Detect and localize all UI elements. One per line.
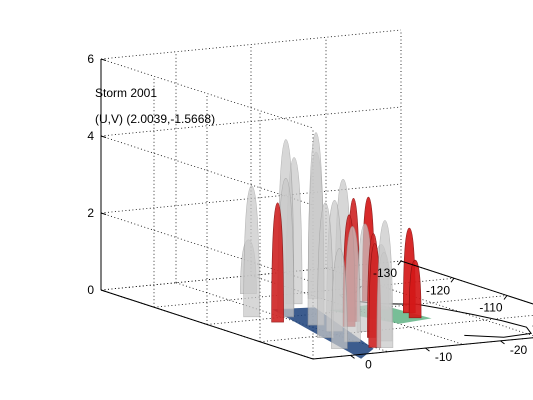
- z-tick-label: 4: [87, 129, 94, 143]
- gridline-floor-x: [153, 277, 455, 308]
- x-axis-baseline: [100, 289, 314, 360]
- y-tick-label: -10: [435, 350, 453, 364]
- gray-surface: [331, 248, 348, 349]
- gridline-floor-x: [259, 314, 533, 343]
- y-tick: [350, 354, 355, 359]
- z-tick: [100, 135, 107, 138]
- x-tick: [503, 295, 508, 300]
- red-surface: [408, 259, 422, 319]
- y-tick: [500, 340, 505, 345]
- gray-surface: [243, 185, 260, 318]
- x-tick-label: -100: [532, 318, 533, 332]
- gridline-back-z: [100, 135, 314, 206]
- x-tick-label: -110: [479, 301, 502, 315]
- gridline-back-z: [100, 58, 314, 129]
- chart-subtitle: (U,V) (2.0039,-1.5668): [95, 112, 216, 126]
- z-tick: [100, 289, 107, 292]
- gridline-left-z: [100, 106, 402, 137]
- gridline-floor-y: [325, 267, 533, 337]
- gray-surface: [376, 220, 394, 348]
- y-tick-label: -20: [510, 343, 528, 357]
- x-tick: [397, 260, 402, 266]
- y-axis-line: [312, 337, 533, 360]
- x-tick: [450, 277, 455, 283]
- z-tick: [100, 212, 107, 215]
- z-tick: [100, 58, 107, 61]
- gridline-floor-y: [250, 275, 464, 345]
- x-tick-label: -120: [426, 283, 450, 297]
- chart-title: Storm 2001: [95, 86, 158, 100]
- surface-layer: [240, 132, 422, 349]
- y-tick: [425, 347, 430, 352]
- red-surface: [271, 202, 284, 323]
- x-tick-label: -130: [373, 266, 397, 280]
- y-tick-label: 0: [365, 357, 372, 371]
- z-tick-label: 2: [87, 206, 94, 220]
- z-tick-label: 6: [87, 52, 94, 66]
- gridline-left-z: [100, 29, 402, 60]
- z-tick-label: 0: [87, 283, 94, 297]
